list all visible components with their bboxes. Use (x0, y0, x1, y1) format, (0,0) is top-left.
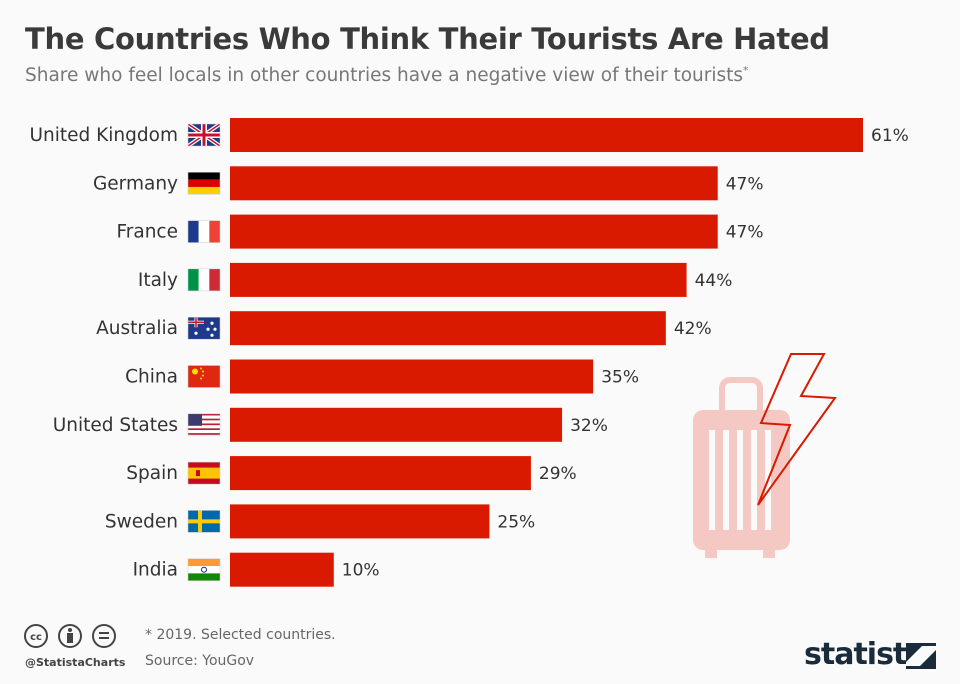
bar-spain (230, 456, 531, 491)
flag-france-icon (187, 220, 221, 243)
twitter-handle[interactable]: @StatistaCharts (25, 656, 126, 669)
bar-china (230, 359, 594, 394)
subtitle-marker: * (743, 64, 749, 77)
category-label-spain: Spain (126, 463, 178, 484)
value-label-italy: 44% (695, 271, 733, 291)
svg-text:cc: cc (30, 632, 42, 643)
bar-united-states (230, 407, 563, 442)
value-label-germany: 47% (726, 174, 764, 194)
category-label-united-states: United States (53, 415, 178, 436)
category-label-australia: Australia (96, 318, 178, 339)
subtitle-text: Share who feel locals in other countries… (25, 65, 744, 87)
value-label-australia: 42% (674, 319, 712, 339)
license-icons[interactable]: cc (22, 622, 152, 652)
no-derivatives-icon (92, 624, 116, 648)
value-label-united-states: 32% (570, 416, 608, 436)
bar-sweden (230, 504, 490, 539)
source: Source: YouGov (145, 653, 255, 669)
attribution-icon (58, 624, 82, 648)
statista-logo[interactable]: statista (804, 637, 936, 672)
flag-spain-icon (187, 461, 221, 485)
statista-logo-icon (906, 643, 936, 669)
category-label-italy: Italy (138, 270, 178, 291)
value-label-spain: 29% (539, 464, 577, 484)
value-label-france: 47% (726, 223, 764, 243)
value-label-sweden: 25% (497, 512, 535, 532)
bar-france (230, 214, 718, 249)
bar-italy (230, 262, 687, 297)
bar-germany (230, 166, 718, 201)
flag-italy-icon (187, 268, 221, 292)
flag-australia-icon (187, 316, 221, 340)
flag-india-icon (187, 558, 221, 581)
chart-subtitle: Share who feel locals in other countries… (25, 64, 749, 86)
cc-icon (24, 624, 48, 648)
suitcase-icon (693, 377, 790, 558)
category-label-united-kingdom: United Kingdom (30, 125, 179, 146)
flag-china-icon (187, 365, 221, 388)
category-label-sweden: Sweden (105, 511, 178, 532)
value-label-india: 10% (342, 561, 380, 581)
bar-australia (230, 311, 666, 346)
lightning-bolt-icon (757, 353, 837, 506)
category-label-france: France (116, 222, 178, 243)
flag-united-states-icon (187, 413, 221, 437)
chart-title: The Countries Who Think Their Tourists A… (25, 22, 830, 56)
category-label-india: India (133, 560, 178, 581)
flag-sweden-icon (187, 510, 221, 533)
flag-united-kingdom-icon (187, 123, 221, 147)
bar-india (230, 552, 334, 587)
category-label-china: China (125, 367, 178, 388)
value-label-united-kingdom: 61% (871, 126, 909, 146)
flag-germany-icon (187, 172, 221, 195)
value-label-china: 35% (601, 368, 639, 388)
category-label-germany: Germany (93, 173, 178, 194)
footnote: * 2019. Selected countries. (145, 627, 336, 643)
bar-united-kingdom (230, 118, 863, 152)
